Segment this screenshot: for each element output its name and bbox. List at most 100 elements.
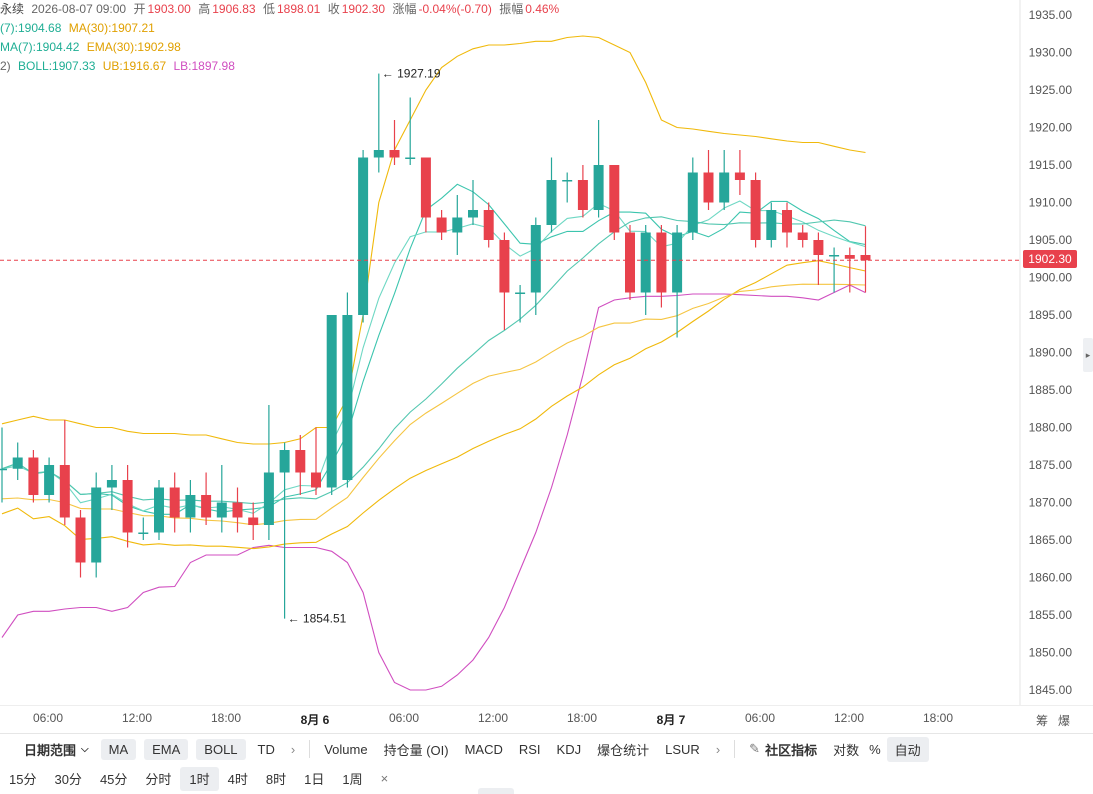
candle[interactable]	[734, 150, 745, 195]
candle[interactable]	[373, 73, 384, 173]
resize-handle[interactable]	[478, 788, 514, 794]
candle[interactable]	[436, 210, 447, 240]
liquidation-stats-button[interactable]: 爆仓统计	[597, 742, 650, 758]
candle[interactable]	[593, 120, 604, 218]
percent-scale-toggle[interactable]: %	[869, 741, 881, 757]
candle[interactable]	[169, 472, 180, 533]
candle[interactable]	[311, 427, 321, 496]
candle-body	[342, 315, 353, 480]
candle[interactable]	[232, 487, 243, 533]
ema-indicator-button[interactable]: EMA	[144, 738, 189, 760]
community-indicators-button[interactable]: ✎ 社区指标	[741, 740, 825, 759]
candle[interactable]	[138, 517, 149, 541]
log-scale-toggle[interactable]: 对数	[833, 742, 860, 758]
candle[interactable]	[782, 202, 792, 248]
candle[interactable]	[625, 225, 635, 300]
candle[interactable]	[28, 450, 39, 503]
candle[interactable]	[546, 157, 557, 233]
chevron-right-icon[interactable]: ›	[715, 741, 721, 757]
interval-45m[interactable]: 45分	[99, 772, 128, 787]
interval-timeline[interactable]: 分时	[145, 772, 172, 787]
candle[interactable]	[279, 442, 290, 619]
candle[interactable]	[499, 232, 510, 331]
ma7-value: (7):1904.68	[0, 21, 62, 35]
lsur-indicator-button[interactable]: LSUR	[665, 741, 700, 757]
macd-indicator-button[interactable]: MACD	[464, 741, 503, 757]
candle[interactable]	[405, 97, 416, 166]
date-range-dropdown[interactable]: 日期范围 ⌵	[0, 740, 97, 759]
candle[interactable]	[263, 405, 274, 540]
candle[interactable]	[687, 157, 698, 241]
candle[interactable]	[59, 420, 70, 525]
collapse-handle-icon[interactable]: ▸	[1083, 338, 1093, 372]
kline-chart[interactable]: ← 1927.19 ← 1854.51 1935.00 1930.00 1925.00…	[0, 0, 1093, 705]
candle[interactable]	[154, 480, 164, 540]
candle[interactable]	[797, 225, 808, 248]
oi-indicator-button[interactable]: 持仓量 (OI)	[383, 742, 449, 758]
interval-1d[interactable]: 1日	[304, 772, 325, 787]
candle[interactable]	[640, 225, 651, 315]
candle[interactable]	[248, 502, 259, 541]
candle[interactable]	[295, 435, 306, 495]
candle[interactable]	[452, 195, 463, 255]
candle[interactable]	[44, 457, 55, 503]
candle-body	[326, 315, 337, 488]
auto-scale-toggle[interactable]: 自动	[886, 736, 929, 762]
kdj-indicator-button[interactable]: KDJ	[556, 741, 582, 757]
y-axis-tick-label: 1925.00	[1029, 83, 1073, 97]
interval-4h[interactable]: 4时	[227, 772, 248, 787]
candle[interactable]	[358, 150, 369, 323]
community-indicators-label: 社区指标	[765, 742, 818, 758]
ma-indicator-button[interactable]: MA	[100, 738, 137, 760]
candle[interactable]	[389, 120, 400, 165]
rsi-indicator-button[interactable]: RSI	[518, 741, 541, 757]
volume-indicator-button[interactable]: Volume	[324, 741, 368, 757]
candle[interactable]	[216, 465, 227, 533]
candle[interactable]	[719, 150, 730, 210]
candle[interactable]	[609, 165, 620, 240]
candle[interactable]	[12, 442, 23, 481]
candle[interactable]	[185, 480, 196, 533]
interval-8h[interactable]: 8时	[265, 772, 287, 787]
interval-1w[interactable]: 1周	[342, 772, 363, 787]
candle[interactable]	[91, 472, 102, 578]
candle[interactable]	[201, 472, 212, 526]
candle[interactable]	[75, 510, 86, 578]
candle[interactable]	[844, 247, 855, 293]
candle[interactable]	[562, 172, 573, 203]
candle[interactable]	[468, 180, 478, 225]
liquidation-map-button[interactable]: 爆	[1057, 714, 1071, 728]
interval-15m[interactable]: 15分	[9, 772, 37, 787]
candle[interactable]	[0, 427, 7, 503]
td-indicator-button[interactable]: TD	[257, 741, 275, 757]
candlestick-chart-svg[interactable]: ← 1927.19 ← 1854.51 1935.00 1930.00 1925.00…	[0, 0, 1093, 705]
candle[interactable]	[656, 225, 667, 308]
close-icon[interactable]: ×	[380, 771, 389, 786]
candle[interactable]	[420, 157, 431, 233]
candle[interactable]	[750, 172, 761, 248]
chip-distribution-button[interactable]: 筹	[1035, 714, 1049, 728]
candle-body	[405, 157, 416, 159]
candle[interactable]	[860, 226, 871, 293]
candle[interactable]	[813, 232, 824, 286]
candle[interactable]	[122, 465, 133, 548]
interval-30m[interactable]: 30分	[54, 772, 82, 787]
candle[interactable]	[530, 217, 541, 316]
candle[interactable]	[515, 285, 526, 323]
interval-1h[interactable]: 1时	[180, 766, 219, 791]
candle[interactable]	[672, 225, 683, 338]
candle[interactable]	[326, 315, 337, 495]
boll-middle-line	[1, 216, 866, 505]
candle[interactable]	[766, 202, 777, 248]
chevron-right-icon[interactable]: ›	[290, 741, 296, 757]
ma7-line	[1, 183, 866, 515]
candle[interactable]	[483, 202, 494, 248]
candle[interactable]	[342, 292, 353, 488]
y-axis-tick-label: 1875.00	[1029, 458, 1073, 472]
y-axis-tick-label: 1870.00	[1029, 496, 1073, 510]
candle[interactable]	[703, 150, 714, 210]
boll-indicator-button[interactable]: BOLL	[196, 738, 246, 760]
candle[interactable]	[829, 247, 840, 293]
candle[interactable]	[106, 465, 117, 510]
candle[interactable]	[577, 165, 588, 218]
